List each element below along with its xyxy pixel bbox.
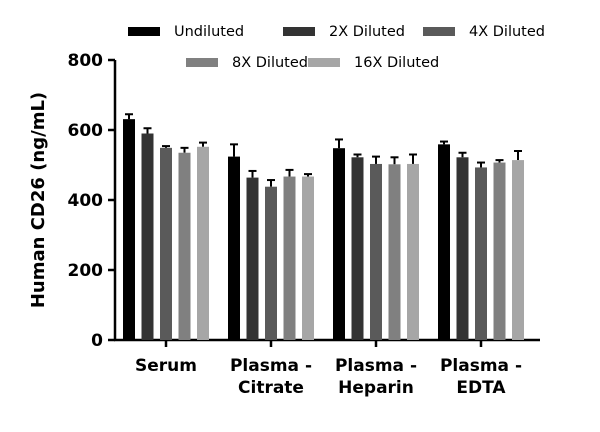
bar	[407, 163, 419, 340]
bar	[141, 133, 154, 340]
bar	[178, 152, 191, 340]
bar	[388, 164, 401, 340]
legend-label: 16X Diluted	[354, 55, 439, 71]
y-tick-label: 0	[91, 331, 103, 351]
x-tick-label: Serum	[135, 356, 197, 376]
y-axis-label: Human CD26 (ng/mL)	[28, 92, 49, 308]
legend-label: 4X Diluted	[469, 24, 545, 40]
legend-label: Undiluted	[174, 24, 244, 40]
bar	[512, 160, 524, 340]
y-tick-label: 200	[68, 261, 104, 281]
x-tick-label: Plasma -	[335, 356, 417, 376]
bar	[351, 157, 364, 340]
x-tick-label: Heparin	[338, 378, 414, 398]
legend-swatch	[308, 58, 340, 67]
x-tick-label: Plasma -	[440, 356, 522, 376]
bar	[197, 146, 209, 340]
bar	[160, 147, 172, 340]
legend-label: 8X Diluted	[232, 55, 308, 71]
legend-swatch	[128, 27, 160, 36]
bar	[370, 163, 382, 340]
bar	[493, 162, 506, 340]
y-tick-label: 400	[68, 191, 104, 211]
legend-label: 2X Diluted	[329, 24, 405, 40]
bar	[456, 157, 469, 340]
bar	[475, 167, 487, 340]
x-tick-label: Plasma -	[230, 356, 312, 376]
legend-swatch	[283, 27, 315, 36]
bar	[333, 148, 345, 340]
x-tick-label: Citrate	[238, 378, 304, 398]
bar	[283, 176, 296, 340]
bar	[246, 177, 259, 340]
x-tick-label: EDTA	[456, 378, 506, 398]
bar	[265, 186, 277, 340]
legend-swatch	[423, 27, 455, 36]
bar	[302, 176, 314, 340]
y-tick-label: 600	[68, 121, 104, 141]
bar	[123, 119, 135, 341]
bar	[228, 156, 240, 340]
bar	[438, 144, 450, 340]
y-tick-label: 800	[68, 51, 104, 71]
legend-swatch	[186, 58, 218, 67]
